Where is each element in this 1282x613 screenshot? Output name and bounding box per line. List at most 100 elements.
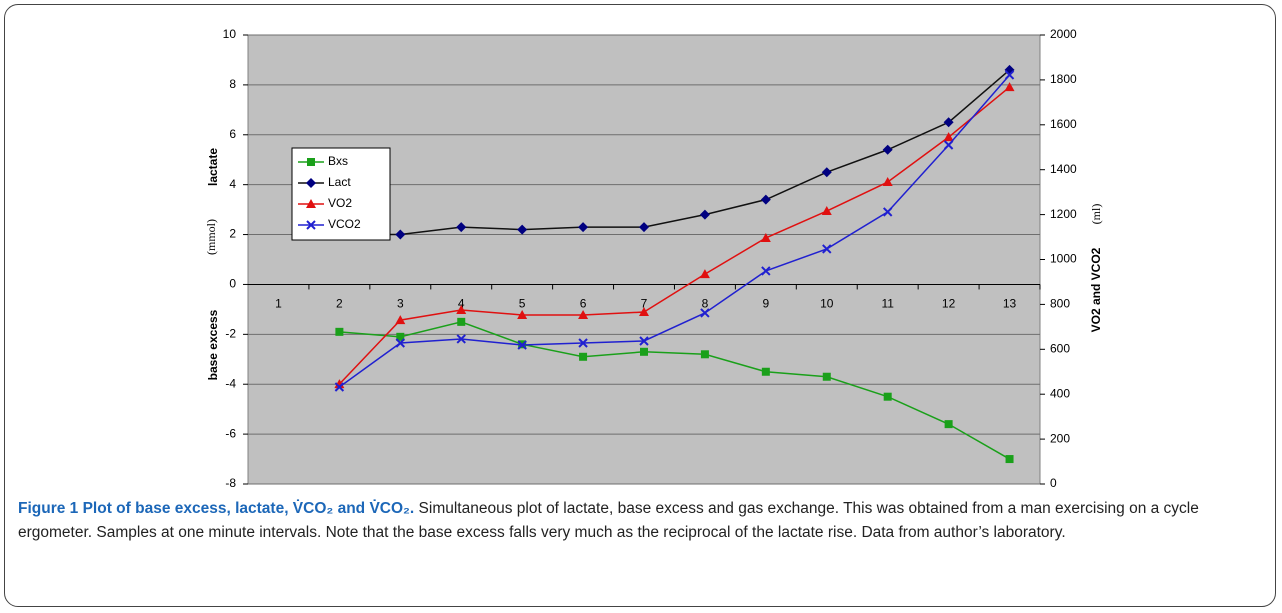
marker bbox=[639, 307, 649, 317]
y-axis-label: lactate bbox=[206, 148, 220, 186]
legend-label: VCO2 bbox=[328, 217, 361, 231]
marker bbox=[1004, 82, 1015, 92]
y2-tick-label: 200 bbox=[1050, 431, 1070, 445]
caption-title: Figure 1 Plot of base excess, lactate, V… bbox=[18, 500, 415, 517]
marker bbox=[700, 308, 710, 318]
marker bbox=[456, 222, 467, 233]
marker bbox=[517, 309, 528, 319]
marker bbox=[639, 336, 649, 346]
y2-tick-label: 600 bbox=[1050, 341, 1070, 355]
x-tick-label: 9 bbox=[763, 297, 770, 311]
x-tick-label: 12 bbox=[942, 297, 956, 311]
y-axis-label: base excess bbox=[206, 309, 220, 380]
y2-tick-label: 1000 bbox=[1050, 252, 1077, 266]
x-tick-label: 13 bbox=[1003, 297, 1017, 311]
x-tick-label: 10 bbox=[820, 297, 834, 311]
y2-tick-label: 1200 bbox=[1050, 207, 1077, 221]
marker bbox=[578, 222, 589, 233]
y2-axis-label: (ml) bbox=[1089, 204, 1103, 225]
marker bbox=[578, 309, 589, 319]
y2-tick-label: 1800 bbox=[1050, 72, 1077, 86]
marker bbox=[760, 232, 771, 242]
marker bbox=[760, 194, 771, 205]
y-tick-label: 4 bbox=[229, 177, 236, 191]
legend-marker bbox=[306, 220, 316, 230]
marker bbox=[396, 332, 405, 341]
y-tick-label: -4 bbox=[225, 376, 236, 390]
marker bbox=[883, 392, 892, 401]
legend-marker bbox=[307, 158, 315, 166]
y-tick-label: -2 bbox=[225, 327, 236, 341]
marker bbox=[882, 144, 893, 155]
marker bbox=[395, 315, 406, 325]
x-tick-label: 5 bbox=[519, 297, 526, 311]
marker bbox=[944, 420, 953, 429]
marker bbox=[943, 140, 954, 150]
marker bbox=[1005, 455, 1014, 464]
y-tick-label: 0 bbox=[229, 277, 236, 291]
legend-label: Lact bbox=[328, 175, 351, 189]
x-tick-label: 3 bbox=[397, 297, 404, 311]
legend-marker bbox=[306, 199, 316, 208]
y2-tick-label: 400 bbox=[1050, 386, 1070, 400]
marker bbox=[943, 132, 954, 142]
x-tick-label: 1 bbox=[275, 297, 282, 311]
marker bbox=[822, 372, 831, 381]
x-tick-label: 2 bbox=[336, 297, 343, 311]
marker bbox=[517, 340, 527, 350]
y2-tick-label: 0 bbox=[1050, 476, 1057, 490]
marker bbox=[395, 229, 406, 240]
marker bbox=[456, 334, 466, 344]
marker bbox=[335, 327, 344, 336]
y-tick-label: 6 bbox=[229, 127, 236, 141]
marker bbox=[1004, 70, 1015, 80]
marker bbox=[456, 305, 467, 315]
marker bbox=[821, 167, 832, 178]
marker bbox=[699, 209, 710, 220]
x-tick-label: 11 bbox=[881, 297, 894, 311]
marker bbox=[334, 382, 345, 392]
marker bbox=[761, 367, 770, 376]
legend-marker bbox=[306, 178, 316, 188]
y-tick-label: -8 bbox=[225, 476, 236, 490]
x-tick-label: 4 bbox=[458, 297, 465, 311]
series-line bbox=[338, 74, 1011, 388]
x-tick-label: 7 bbox=[641, 297, 648, 311]
series-line bbox=[338, 86, 1011, 385]
plot-area bbox=[247, 34, 1041, 485]
caption-text: Simultaneous plot of lactate, base exces… bbox=[18, 500, 1199, 541]
x-tick-label: 8 bbox=[702, 297, 709, 311]
marker bbox=[761, 266, 771, 276]
caption: Figure 1 Plot of base excess, lactate, V… bbox=[18, 497, 1268, 545]
series-line bbox=[339, 321, 1010, 460]
figure-frame bbox=[4, 4, 1276, 607]
marker bbox=[517, 224, 528, 235]
marker bbox=[699, 269, 710, 279]
marker bbox=[821, 206, 832, 216]
y2-tick-label: 800 bbox=[1050, 297, 1070, 311]
marker bbox=[395, 338, 406, 348]
y2-axis-label: VO2 and VCO2 bbox=[1089, 247, 1103, 332]
y-tick-label: 10 bbox=[223, 27, 237, 41]
marker bbox=[700, 350, 709, 359]
marker bbox=[640, 347, 648, 356]
y-tick-label: 2 bbox=[229, 227, 236, 241]
marker bbox=[943, 117, 954, 128]
marker bbox=[882, 177, 893, 187]
series-line bbox=[339, 69, 1011, 236]
y-axis-label: (mmol) bbox=[204, 219, 218, 255]
x-tick-label: 6 bbox=[580, 297, 587, 311]
marker bbox=[578, 338, 588, 348]
y-tick-label: -6 bbox=[225, 426, 236, 440]
legend-label: VO2 bbox=[328, 196, 352, 210]
marker bbox=[579, 352, 588, 361]
marker bbox=[457, 317, 466, 326]
y2-tick-label: 1400 bbox=[1050, 162, 1077, 176]
y2-tick-label: 1600 bbox=[1050, 117, 1077, 131]
marker bbox=[639, 222, 649, 233]
marker bbox=[882, 207, 893, 217]
legend-label: Bxs bbox=[328, 154, 348, 168]
y2-tick-label: 2000 bbox=[1050, 27, 1077, 41]
marker bbox=[822, 244, 832, 254]
y-tick-label: 8 bbox=[229, 77, 236, 91]
